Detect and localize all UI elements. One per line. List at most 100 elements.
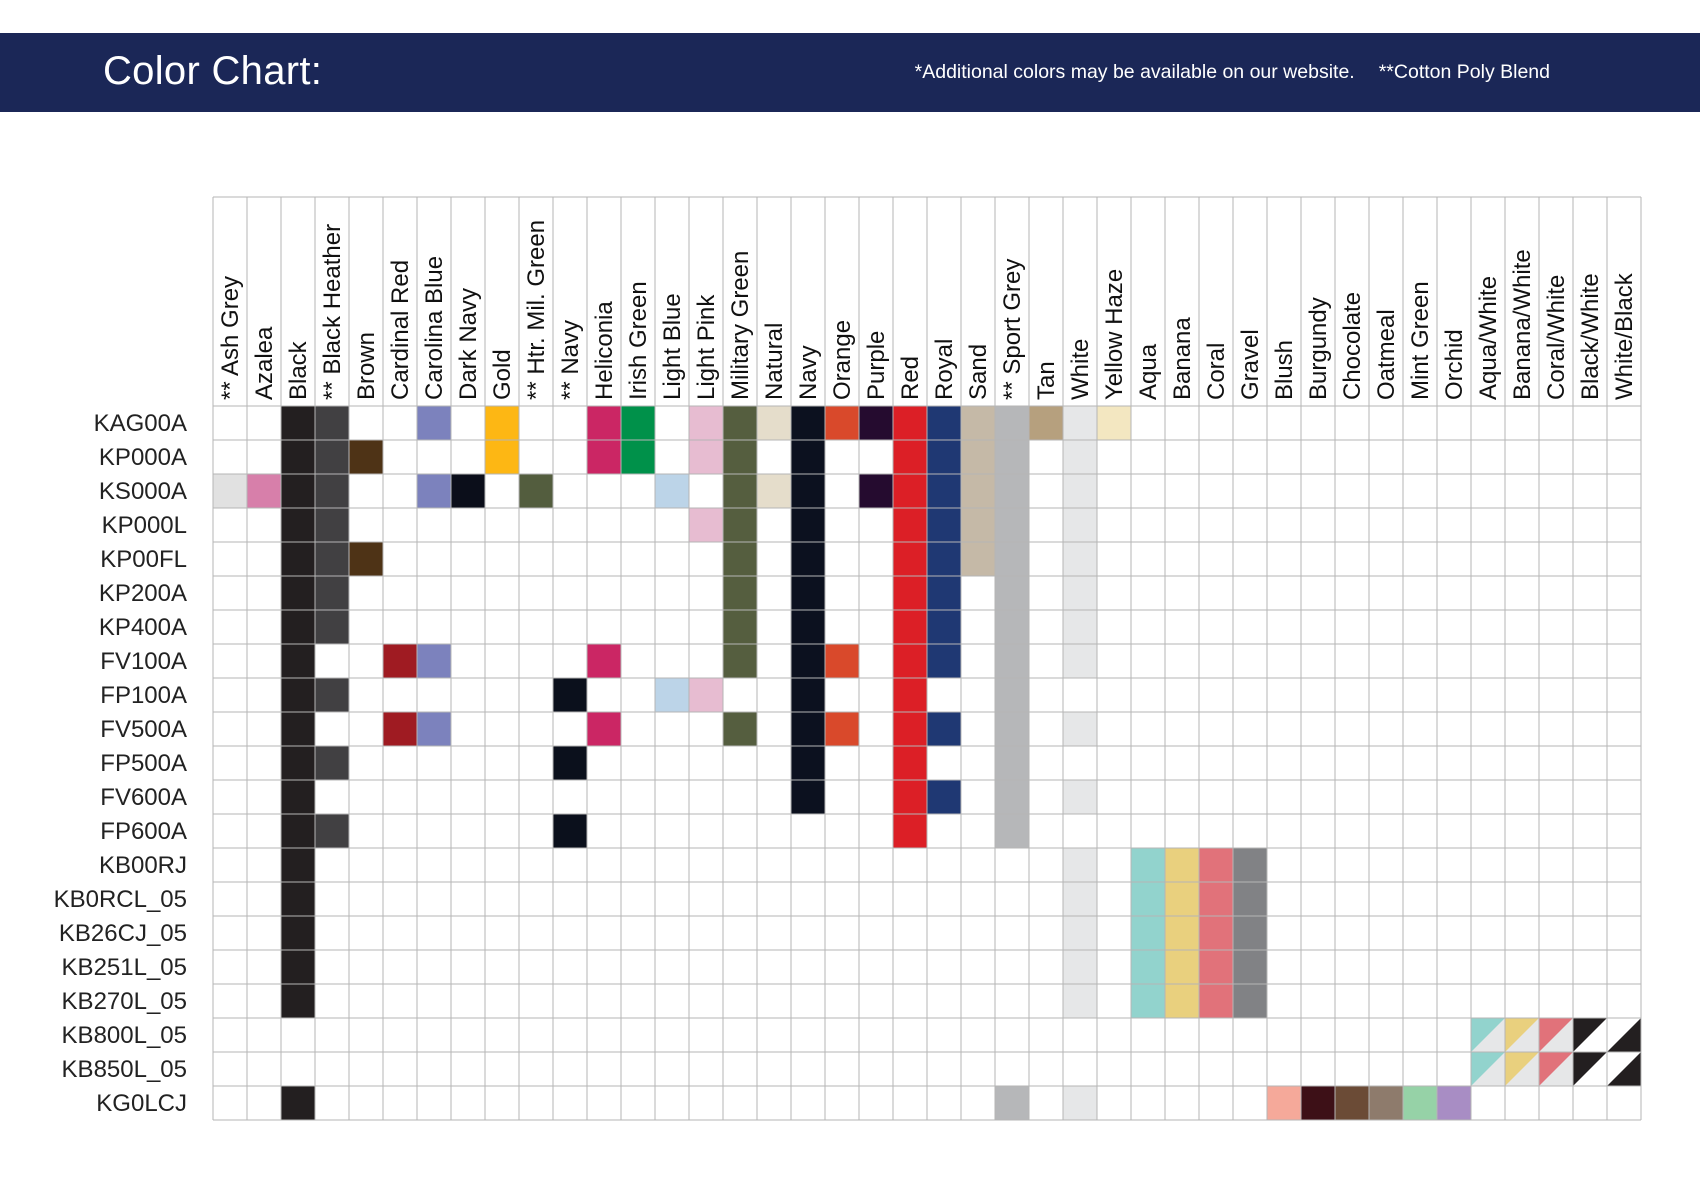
cell-kb00rj-banana xyxy=(1165,848,1199,882)
cell-kp200a-military-green xyxy=(723,576,757,610)
cell-kp000l-military-green xyxy=(723,508,757,542)
cell-kp000a-sport-grey xyxy=(995,440,1029,474)
cell-fv500a-military-green xyxy=(723,712,757,746)
cell-kb270l-05-coral xyxy=(1199,984,1233,1018)
col-label-red: Red xyxy=(897,356,924,400)
cell-kp00fl-white xyxy=(1063,542,1097,576)
cell-kb26cj-05-gravel xyxy=(1233,916,1267,950)
col-label-black: Black xyxy=(285,340,312,400)
col-label-blush: Blush xyxy=(1271,340,1298,400)
cell-kp200a-white xyxy=(1063,576,1097,610)
cell-kp400a-red xyxy=(893,610,927,644)
cell-fp100a-sport-grey xyxy=(995,678,1029,712)
cell-ks000a-sport-grey xyxy=(995,474,1029,508)
cell-fv100a-military-green xyxy=(723,644,757,678)
cell-kg0lcj-mint-green xyxy=(1403,1086,1437,1120)
cell-kp400a-black-heather xyxy=(315,610,349,644)
cell-kb850l-05-black-white xyxy=(1573,1052,1607,1086)
col-label-orange: Orange xyxy=(829,320,856,400)
cell-kb00rj-coral xyxy=(1199,848,1233,882)
cell-kb251l-05-black xyxy=(281,950,315,984)
cell-kag00a-red xyxy=(893,406,927,440)
cell-kp00fl-military-green xyxy=(723,542,757,576)
cell-ks000a-navy xyxy=(791,474,825,508)
cell-kg0lcj-sport-grey xyxy=(995,1086,1029,1120)
cell-fv500a-cardinal-red xyxy=(383,712,417,746)
col-label-chocolate: Chocolate xyxy=(1339,292,1366,400)
col-label-sport-grey: ** Sport Grey xyxy=(999,259,1026,400)
row-label-kb800l-05: KB800L_05 xyxy=(62,1022,187,1049)
col-label-irish-green: Irish Green xyxy=(625,281,652,400)
cell-fv500a-orange xyxy=(825,712,859,746)
cell-fp500a-sport-grey xyxy=(995,746,1029,780)
col-label-sand: Sand xyxy=(965,344,992,400)
cell-fv500a-black xyxy=(281,712,315,746)
additional-colors-note: *Additional colors may be available on o… xyxy=(914,61,1355,83)
col-label-heliconia: Heliconia xyxy=(591,301,618,400)
row-label-fp600a: FP600A xyxy=(100,818,187,845)
col-label-military-green: Military Green xyxy=(727,251,754,400)
cell-fp100a-navy xyxy=(791,678,825,712)
cell-fp100a-light-pink xyxy=(689,678,723,712)
row-label-fp100a: FP100A xyxy=(100,682,187,709)
cell-kp00fl-royal xyxy=(927,542,961,576)
cell-ks000a-light-blue xyxy=(655,474,689,508)
cell-fp600a-sport-grey xyxy=(995,814,1029,848)
col-label-white-black: White/Black xyxy=(1611,272,1638,400)
col-label-royal: Royal xyxy=(931,339,958,400)
cell-kg0lcj-white xyxy=(1063,1086,1097,1120)
cell-kp200a-red xyxy=(893,576,927,610)
row-label-kag00a: KAG00A xyxy=(94,410,187,437)
cell-fv600a-black xyxy=(281,780,315,814)
cell-kg0lcj-black xyxy=(281,1086,315,1120)
col-label-brown: Brown xyxy=(353,332,380,400)
col-label-banana: Banana xyxy=(1169,317,1196,400)
cell-ks000a-natural xyxy=(757,474,791,508)
cell-kp400a-white xyxy=(1063,610,1097,644)
col-label-black-heather: ** Black Heather xyxy=(319,224,346,400)
cell-kag00a-purple xyxy=(859,406,893,440)
cell-kb00rj-aqua xyxy=(1131,848,1165,882)
cell-kb26cj-05-banana xyxy=(1165,916,1199,950)
cell-kag00a-royal xyxy=(927,406,961,440)
cell-kp400a-military-green xyxy=(723,610,757,644)
cell-kp000a-military-green xyxy=(723,440,757,474)
cell-kp000a-white xyxy=(1063,440,1097,474)
cell-fv100a-black xyxy=(281,644,315,678)
cell-fp600a-red xyxy=(893,814,927,848)
cell-ks000a-black-heather xyxy=(315,474,349,508)
cell-kp000l-royal xyxy=(927,508,961,542)
cell-fp600a-navy xyxy=(553,814,587,848)
cell-ks000a-black xyxy=(281,474,315,508)
cell-kp000a-gold xyxy=(485,440,519,474)
cell-kp000l-light-pink xyxy=(689,508,723,542)
col-label-htr-mil-green: ** Htr. Mil. Green xyxy=(523,220,550,400)
cell-kb0rcl-05-coral xyxy=(1199,882,1233,916)
cell-kb26cj-05-black xyxy=(281,916,315,950)
cell-kp400a-navy xyxy=(791,610,825,644)
row-label-kb251l-05: KB251L_05 xyxy=(62,954,187,981)
cell-fp100a-black xyxy=(281,678,315,712)
col-label-yellow-haze: Yellow Haze xyxy=(1101,269,1128,400)
cell-fv100a-royal xyxy=(927,644,961,678)
cell-kb00rj-black xyxy=(281,848,315,882)
cell-kg0lcj-blush xyxy=(1267,1086,1301,1120)
cell-kb251l-05-gravel xyxy=(1233,950,1267,984)
cell-kag00a-tan xyxy=(1029,406,1063,440)
cell-kp00fl-sand xyxy=(961,542,995,576)
cell-fv500a-sport-grey xyxy=(995,712,1029,746)
cell-kag00a-orange xyxy=(825,406,859,440)
row-label-kb0rcl-05: KB0RCL_05 xyxy=(54,886,187,913)
cell-kag00a-sport-grey xyxy=(995,406,1029,440)
cell-ks000a-purple xyxy=(859,474,893,508)
col-label-aqua-white: Aqua/White xyxy=(1475,276,1502,400)
header-notes: *Additional colors may be available on o… xyxy=(891,60,1550,84)
cell-kag00a-gold xyxy=(485,406,519,440)
cell-kp00fl-black xyxy=(281,542,315,576)
cell-fv500a-heliconia xyxy=(587,712,621,746)
col-label-banana-white: Banana/White xyxy=(1509,249,1536,400)
cell-fv500a-carolina-blue xyxy=(417,712,451,746)
col-label-white: White xyxy=(1067,339,1094,400)
col-label-navy: ** Navy xyxy=(557,320,584,400)
